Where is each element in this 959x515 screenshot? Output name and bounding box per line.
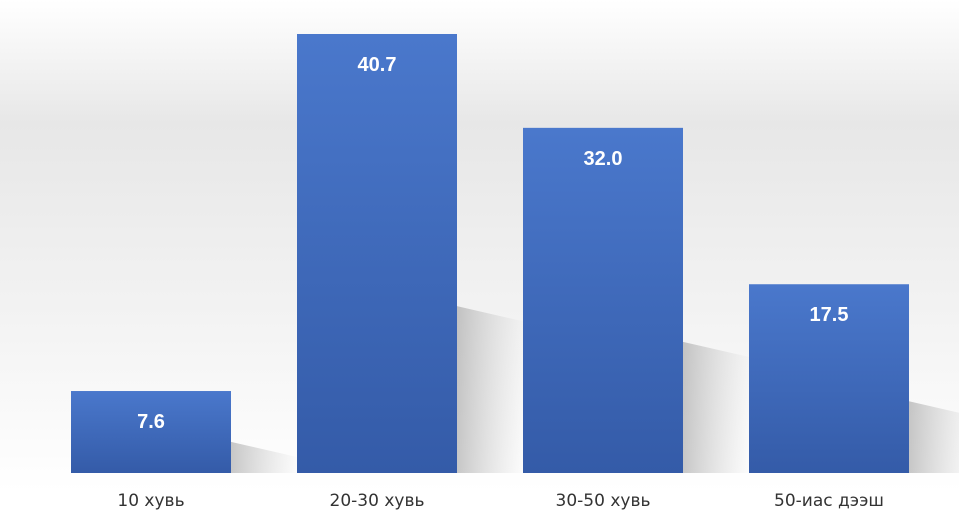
bar-shadow (909, 401, 959, 473)
x-axis-tick-labels: 10 хувь 20-30 хувь 30-50 хувь 50-иас дээш (117, 491, 884, 511)
x-tick-label: 10 хувь (117, 491, 184, 511)
bar-shadows (231, 306, 959, 473)
bar-value-label: 17.5 (810, 304, 849, 326)
bar (523, 127, 683, 473)
bar (297, 34, 457, 473)
bar-value-label: 32.0 (584, 148, 623, 170)
bar-shadow (231, 441, 301, 473)
bar-value-label: 7.6 (137, 411, 165, 433)
x-tick-label: 20-30 хувь (330, 491, 425, 511)
bar-shadow (457, 306, 527, 473)
bar-value-labels: 7.6 40.7 32.0 17.5 (137, 54, 848, 433)
x-tick-label: 30-50 хувь (556, 491, 651, 511)
bars (71, 34, 909, 473)
bar-shadow (683, 341, 753, 473)
bar (749, 284, 909, 473)
x-tick-label: 50-иас дээш (774, 491, 884, 511)
bar-value-label: 40.7 (358, 54, 397, 76)
bar (71, 391, 231, 473)
